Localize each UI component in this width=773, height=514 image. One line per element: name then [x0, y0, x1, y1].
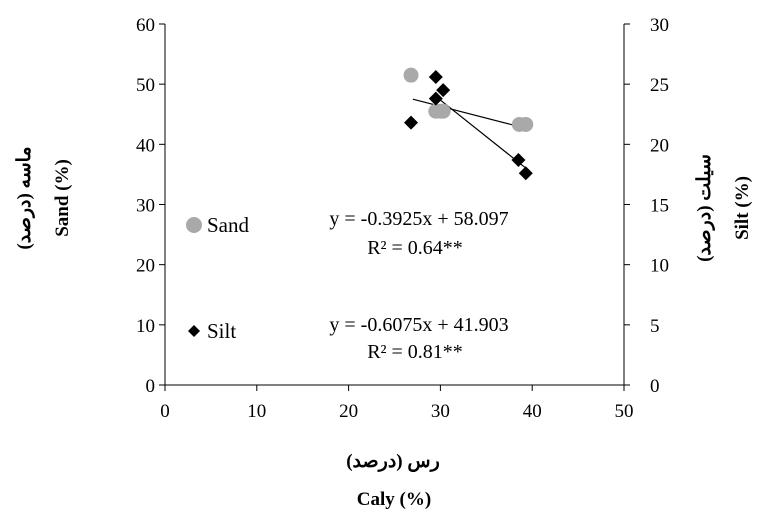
y-left-tick-label: 60: [136, 15, 155, 36]
legend-silt-marker: [188, 325, 200, 337]
silt-point: [404, 115, 419, 130]
silt-trendline: [435, 95, 527, 169]
silt-point: [518, 166, 533, 181]
y-right-tick-label: 25: [650, 75, 669, 96]
legend: Sand Silt: [186, 213, 250, 343]
x-tick-label: 40: [523, 401, 542, 422]
legend-sand-marker: [186, 217, 202, 233]
y-right-tick-label: 0: [650, 376, 660, 397]
sand-point: [435, 103, 451, 119]
silt-point: [511, 152, 526, 167]
y-right-tick-label: 15: [650, 196, 669, 217]
x-tick-label: 50: [615, 401, 634, 422]
y-right-tick-label: 20: [650, 135, 669, 156]
x-tick-label: 10: [247, 401, 266, 422]
y-left-axis-title-fa: ماسه (درصد): [14, 146, 35, 249]
y-right-tick-label: 30: [650, 15, 669, 36]
sand-point: [403, 67, 419, 83]
silt-equation: y = -0.6075x + 41.903: [329, 314, 508, 336]
y-left-tick-label: 20: [136, 256, 155, 277]
x-tick-label: 30: [431, 401, 450, 422]
sand-point: [518, 116, 534, 132]
x-axis-title: Caly (%): [357, 489, 431, 510]
y-right-axis-title-fa: سیلت (درصد): [694, 154, 715, 262]
x-tick-label: 20: [339, 401, 358, 422]
sand-equation: y = -0.3925x + 58.097: [329, 208, 508, 230]
y-right-tick-label: 5: [650, 316, 660, 337]
y-left-tick-label: 40: [136, 135, 155, 156]
y-left-tick-label: 10: [136, 316, 155, 337]
y-right-axis-title: Silt (%): [732, 176, 753, 240]
y-left-axis-title: Sand (%): [52, 159, 73, 237]
silt-point: [428, 91, 443, 106]
sand-trendline: [412, 98, 526, 129]
sand-r2: R² = 0.64**: [367, 237, 463, 259]
legend-silt-label: Silt: [207, 319, 236, 343]
y-right-tick-label: 10: [650, 256, 669, 277]
legend-sand-label: Sand: [207, 213, 250, 237]
y-left-tick-label: 0: [146, 376, 156, 397]
silt-point: [436, 83, 451, 98]
silt-r2: R² = 0.81**: [367, 341, 463, 363]
x-axis-title-fa: رس (درصد): [346, 451, 440, 472]
x-tick-label: 0: [160, 401, 170, 422]
y-left-tick-label: 50: [136, 75, 155, 96]
y-left-tick-label: 30: [136, 196, 155, 217]
silt-point: [428, 69, 443, 84]
